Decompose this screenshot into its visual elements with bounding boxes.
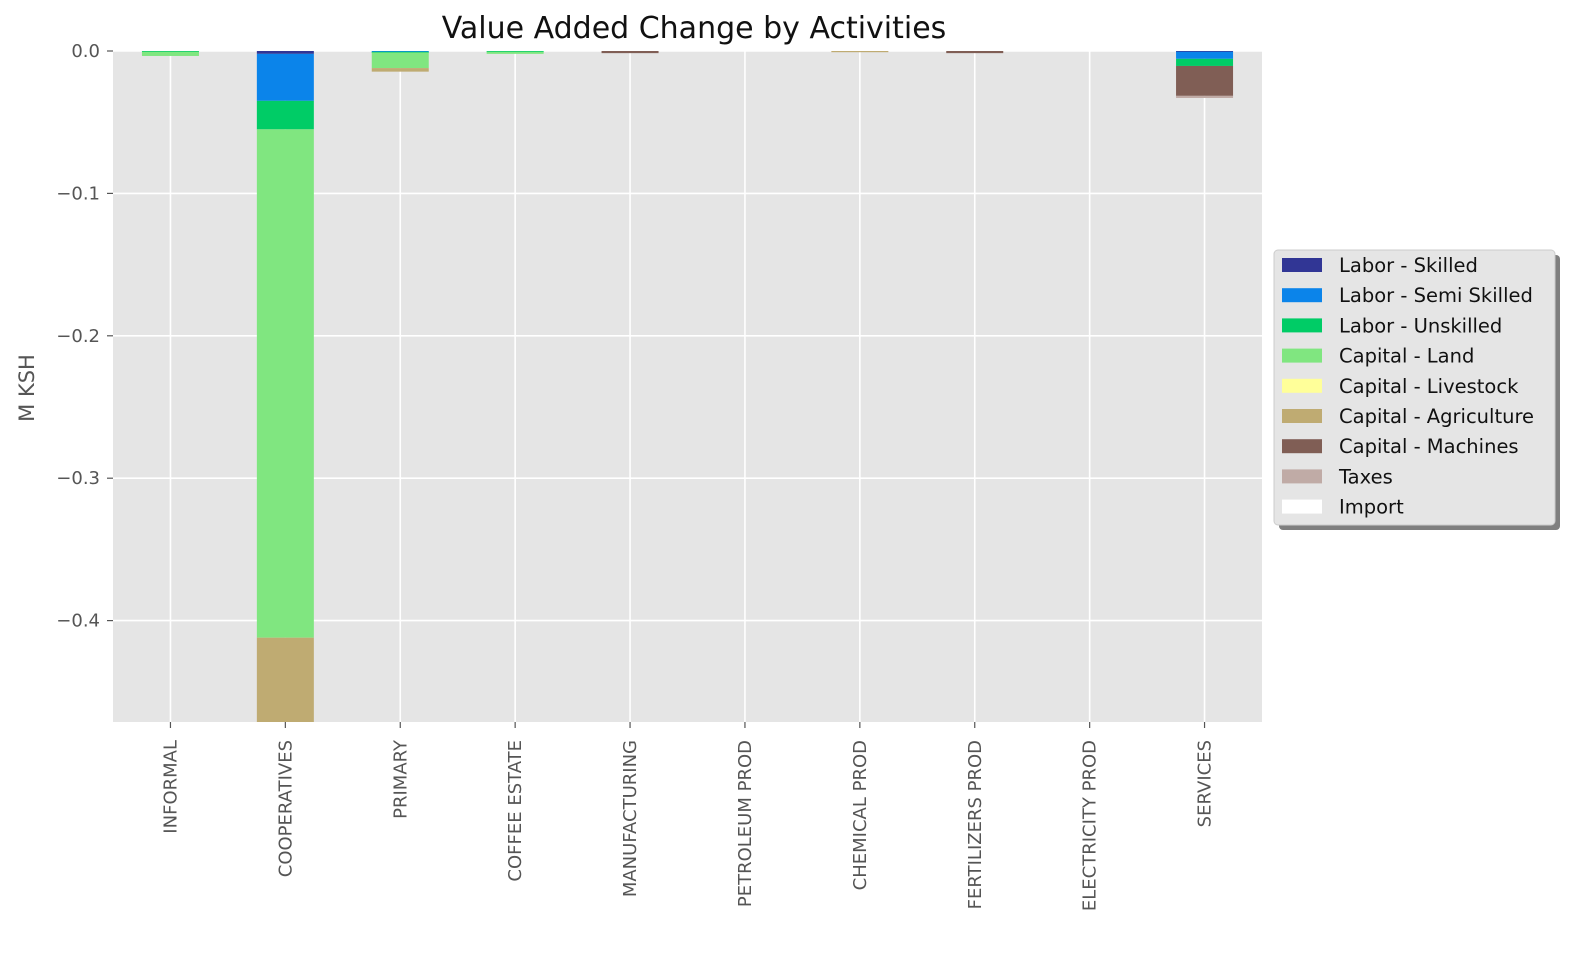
bar-segment: [1176, 65, 1234, 96]
plot-area: [113, 50, 1262, 722]
legend-label: Labor - Unskilled: [1339, 314, 1502, 337]
legend-box: [1273, 249, 1556, 526]
x-tick-label: PRIMARY: [390, 739, 411, 819]
bar-segment: [486, 51, 544, 53]
legend-label: Capital - Land: [1339, 345, 1474, 368]
legend-swatch: [1282, 258, 1322, 272]
bar-segment: [371, 52, 429, 69]
legend-swatch: [1282, 409, 1322, 423]
bar-segment: [1176, 51, 1234, 53]
y-tick-label: −0.4: [56, 611, 100, 632]
bar-segment: [371, 68, 429, 72]
bar-segment: [256, 51, 314, 54]
bar-segment: [256, 129, 314, 638]
bar-segment: [1176, 51, 1234, 59]
legend-label: Taxes: [1338, 465, 1393, 488]
bar-segment: [371, 51, 429, 53]
bar-segment: [831, 51, 889, 53]
legend-swatch: [1282, 348, 1322, 363]
bar-segment: [1176, 95, 1234, 98]
legend-label: Labor - Semi Skilled: [1339, 284, 1533, 307]
x-axis: INFORMAL COOPERATIVES PRIMARY COFFEE ESTATE…: [160, 722, 1216, 911]
x-tick-label: COFFEE ESTATE: [505, 740, 526, 882]
y-tick-label: −0.3: [56, 468, 100, 489]
y-tick-label: −0.1: [56, 183, 100, 204]
legend-label: Import: [1339, 496, 1404, 519]
bars-group: [141, 51, 1234, 722]
bar-segment: [256, 53, 314, 101]
bar-segment: [256, 637, 314, 722]
legend-swatch: [1282, 469, 1322, 484]
bar-segment: [946, 51, 1004, 54]
y-axis: 0.0 −0.1 −0.2 −0.3 −0.4: [56, 41, 113, 632]
chart-title: Value Added Change by Activities: [442, 11, 947, 46]
bar-segment: [601, 51, 659, 54]
legend: Labor - Skilled Labor - Semi Skilled Labor…: [1273, 249, 1560, 530]
bar-segment: [371, 51, 429, 53]
x-tick-label: SERVICES: [1195, 740, 1216, 827]
bar-segment: [141, 51, 199, 56]
y-tick-label: −0.2: [56, 326, 100, 347]
y-tick-label: 0.0: [71, 41, 100, 62]
x-tick-label: MANUFACTURING: [620, 740, 641, 897]
legend-label: Labor - Skilled: [1339, 254, 1478, 277]
x-tick-label: PETROLEUM PROD: [735, 740, 756, 907]
legend-label: Capital - Agriculture: [1339, 405, 1534, 428]
x-tick-label: CHEMICAL PROD: [850, 740, 871, 890]
legend-label: Capital - Machines: [1339, 435, 1519, 458]
legend-swatch: [1282, 288, 1322, 303]
bar-segment: [1176, 58, 1234, 66]
legend-label: Capital - Livestock: [1339, 375, 1519, 398]
legend-swatch: [1282, 439, 1322, 454]
x-tick-label: ELECTRICITY PROD: [1080, 740, 1101, 911]
x-tick-label: FERTILIZERS PROD: [965, 740, 986, 909]
bar-segment: [486, 51, 544, 54]
bar-segment: [256, 100, 314, 130]
y-axis-label: M KSH: [15, 354, 39, 422]
legend-swatch: [1282, 318, 1322, 333]
legend-swatch: [1282, 378, 1322, 393]
legend-swatch: [1282, 499, 1322, 514]
x-tick-label: COOPERATIVES: [275, 740, 296, 877]
x-tick-label: INFORMAL: [160, 740, 181, 834]
bar-segment: [141, 51, 199, 53]
